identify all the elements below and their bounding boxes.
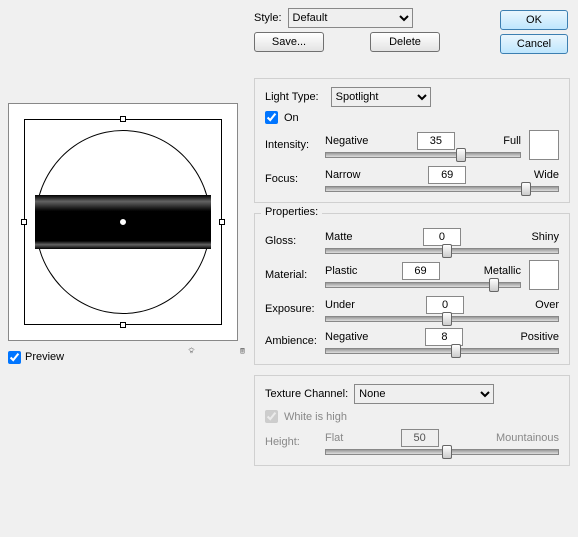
texture-label: Texture Channel: — [265, 388, 348, 400]
intensity-label: Intensity: — [265, 139, 325, 151]
material-right: Metallic — [484, 265, 521, 277]
preview-label: Preview — [25, 351, 64, 363]
ambience-label: Ambience: — [265, 335, 325, 347]
gloss-slider[interactable] — [325, 248, 559, 254]
height-right: Mountainous — [496, 432, 559, 444]
exposure-slider[interactable] — [325, 316, 559, 322]
lighttype-label: Light Type: — [265, 91, 319, 103]
height-slider — [325, 449, 559, 455]
focus-left: Narrow — [325, 169, 360, 181]
gloss-right: Shiny — [531, 231, 559, 243]
material-value[interactable] — [402, 262, 440, 280]
cancel-button[interactable]: Cancel — [500, 34, 568, 54]
height-label: Height: — [265, 436, 325, 448]
exposure-label: Exposure: — [265, 303, 325, 315]
light-color-swatch[interactable] — [529, 130, 559, 160]
on-checkbox[interactable] — [265, 111, 278, 124]
trash-icon[interactable] — [239, 347, 246, 367]
lighttype-select[interactable]: Spotlight — [331, 87, 431, 107]
intensity-left: Negative — [325, 135, 368, 147]
save-button[interactable]: Save... — [254, 32, 324, 52]
preview-checkbox[interactable] — [8, 351, 21, 364]
focus-slider[interactable] — [325, 186, 559, 192]
properties-label: Properties: — [261, 206, 322, 218]
white-checkbox — [265, 410, 278, 423]
ambience-slider[interactable] — [325, 348, 559, 354]
intensity-slider[interactable] — [325, 152, 521, 158]
exposure-right: Over — [535, 299, 559, 311]
focus-label: Focus: — [265, 173, 325, 185]
white-label: White is high — [284, 411, 347, 423]
delete-button[interactable]: Delete — [370, 32, 440, 52]
ambience-right: Positive — [520, 331, 559, 343]
intensity-value[interactable] — [417, 132, 455, 150]
material-color-swatch[interactable] — [529, 260, 559, 290]
texture-select[interactable]: None — [354, 384, 494, 404]
style-label: Style: — [254, 12, 282, 24]
lightbulb-icon[interactable] — [188, 347, 195, 367]
material-slider[interactable] — [325, 282, 521, 288]
material-left: Plastic — [325, 265, 357, 277]
height-left: Flat — [325, 432, 343, 444]
gloss-left: Matte — [325, 231, 353, 243]
focus-right: Wide — [534, 169, 559, 181]
focus-value[interactable] — [428, 166, 466, 184]
gloss-label: Gloss: — [265, 235, 325, 247]
intensity-right: Full — [503, 135, 521, 147]
style-select[interactable]: Default — [288, 8, 413, 28]
height-value — [401, 429, 439, 447]
ambience-left: Negative — [325, 331, 368, 343]
preview-canvas[interactable] — [8, 103, 238, 341]
exposure-left: Under — [325, 299, 355, 311]
on-label: On — [284, 112, 299, 124]
material-label: Material: — [265, 269, 325, 281]
ok-button[interactable]: OK — [500, 10, 568, 30]
